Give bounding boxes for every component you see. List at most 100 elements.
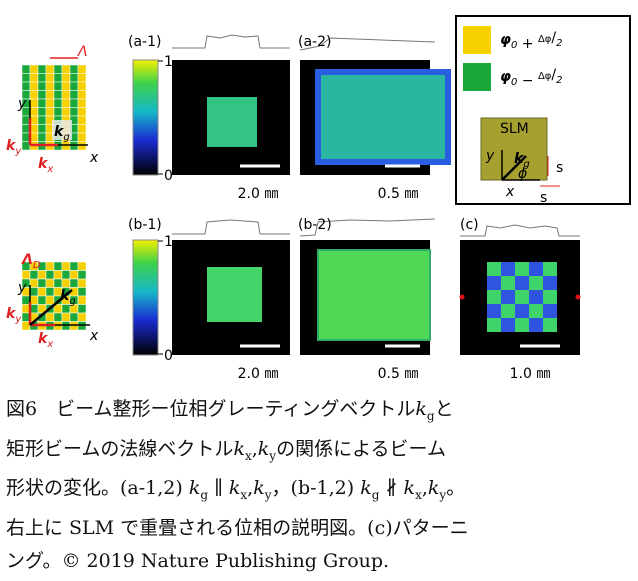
period-label: Λ — [77, 44, 88, 60]
cell — [543, 304, 557, 318]
marker — [576, 295, 581, 300]
page: (a-1)(a-2)(b-1)(b-2)(c)10102.0 ㎜0.5 ㎜2.0… — [0, 0, 638, 581]
text-part: SLM — [500, 121, 529, 137]
cell — [38, 91, 46, 100]
cell — [30, 65, 38, 74]
subscript: g — [69, 296, 75, 307]
subscript: y — [14, 146, 22, 157]
cell — [501, 276, 515, 290]
colorbar-label: 0 — [164, 348, 173, 364]
cell — [515, 318, 529, 332]
text-part: y — [485, 148, 495, 164]
cell — [54, 91, 62, 100]
cell — [46, 74, 54, 83]
cell — [54, 279, 62, 288]
scale-label: 2.0 ㎜ — [238, 186, 279, 202]
cell — [70, 313, 78, 322]
cell — [38, 271, 46, 280]
cell — [78, 271, 86, 280]
cell — [62, 99, 70, 108]
axis-label: x — [505, 184, 515, 200]
cell — [487, 262, 501, 276]
cell — [78, 108, 86, 117]
colorbar-label: 0 — [164, 168, 173, 184]
cell — [78, 262, 86, 271]
symbol: k — [189, 477, 201, 499]
symbol: k — [253, 477, 265, 499]
cell — [30, 82, 38, 91]
cell — [543, 276, 557, 290]
cell — [46, 271, 54, 280]
cell — [487, 290, 501, 304]
text-part: y — [17, 96, 27, 112]
beam — [207, 97, 257, 147]
cell — [78, 133, 86, 142]
caption-line: 形状の変化。(a-1,2) kg ∥ kx,ky，(b-1,2) kg ∦ kx… — [6, 472, 638, 512]
text-part: ，(b-1,2) — [272, 477, 361, 499]
subscript: x — [46, 339, 53, 350]
text-part: s — [540, 190, 547, 206]
cell — [487, 304, 501, 318]
cell — [543, 318, 557, 332]
axis-label: x — [89, 150, 99, 166]
cell — [54, 65, 62, 74]
cell — [78, 125, 86, 134]
cell — [46, 313, 54, 322]
subscript: g — [63, 132, 69, 143]
text-part: ∥ — [208, 477, 229, 499]
scale-label: 0.5 ㎜ — [378, 366, 419, 382]
cell — [70, 65, 78, 74]
subscript: x — [245, 448, 252, 462]
cell — [38, 133, 46, 142]
colorbar-label: 1 — [164, 234, 173, 250]
axis-label: y — [17, 280, 27, 296]
text-part: x — [89, 150, 99, 166]
cell — [62, 82, 70, 91]
cell — [54, 262, 62, 271]
subscript: D — [33, 260, 41, 271]
panel-label: (a-2) — [298, 34, 331, 50]
cell — [487, 318, 501, 332]
cell — [54, 99, 62, 108]
cell — [78, 288, 86, 297]
text-part: 形状の変化。(a-1,2) — [6, 477, 189, 499]
cell — [62, 313, 70, 322]
cell — [62, 91, 70, 100]
cell — [46, 99, 54, 108]
cell — [38, 125, 46, 134]
text-part: x — [89, 328, 99, 344]
axis-label: y — [485, 148, 495, 164]
colorbar — [133, 60, 158, 175]
cell — [543, 262, 557, 276]
cell — [54, 305, 62, 314]
axis-label: x — [89, 328, 99, 344]
cell — [38, 74, 46, 83]
cell — [529, 262, 543, 276]
profile — [172, 35, 290, 48]
cell — [501, 318, 515, 332]
colorbar — [133, 240, 158, 355]
text-part: 右上に SLM で重畳される位相の説明図。(c)パターニ — [6, 517, 469, 539]
cell — [515, 276, 529, 290]
cell — [543, 290, 557, 304]
scale-label: 0.5 ㎜ — [378, 186, 419, 202]
cell — [38, 108, 46, 117]
cell — [70, 108, 78, 117]
cell — [78, 116, 86, 125]
grating — [22, 262, 86, 330]
superscript: Δφ — [538, 34, 552, 45]
axis-label: y — [17, 96, 27, 112]
cell — [78, 82, 86, 91]
cell — [46, 279, 54, 288]
symbol: k — [360, 477, 372, 499]
cell — [78, 91, 86, 100]
subscript: g — [200, 488, 208, 502]
caption-line: ング。© 2019 Nature Publishing Group. — [6, 545, 638, 578]
cell — [501, 262, 515, 276]
subscript: y — [14, 314, 22, 325]
cell — [78, 65, 86, 74]
symbol: Λ — [21, 252, 33, 268]
panel-label: (b-2) — [298, 217, 332, 233]
cell — [70, 82, 78, 91]
